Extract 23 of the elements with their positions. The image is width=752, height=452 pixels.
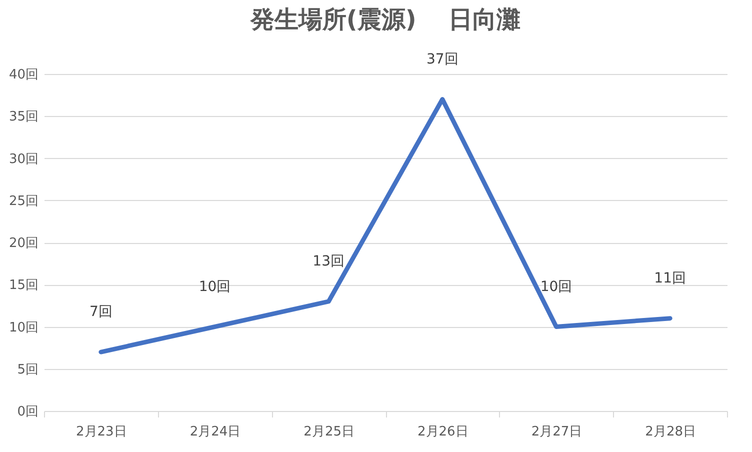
data-label: 11回 <box>654 270 686 286</box>
x-tick-label: 2月27日 <box>531 424 582 440</box>
data-label: 37回 <box>426 51 458 68</box>
y-tick-label: 20回 <box>8 236 38 251</box>
y-tick-label: 0回 <box>17 404 38 420</box>
y-tick-label: 25回 <box>8 194 38 209</box>
y-tick-label: 40回 <box>8 68 38 82</box>
y-tick-label: 15回 <box>8 278 38 294</box>
x-tick-label: 2月26日 <box>418 424 468 440</box>
y-tick-label: 30回 <box>8 152 38 167</box>
y-tick-label: 10回 <box>8 320 38 336</box>
data-label: 13回 <box>312 253 344 270</box>
data-label: 10回 <box>198 278 231 295</box>
x-tick-label: 2月28日 <box>645 424 696 440</box>
data-label: 7回 <box>89 304 112 320</box>
y-tick-label: 35回 <box>8 110 38 125</box>
x-tick-label: 2月25日 <box>304 424 354 440</box>
x-tick-label: 2月24日 <box>190 424 241 440</box>
data-label: 10回 <box>540 278 572 295</box>
line-series <box>98 97 672 354</box>
chart-title: 発生場所(震源) 日向灘 <box>249 5 521 34</box>
x-tick-label: 2月23日 <box>76 424 127 440</box>
y-tick-label: 5回 <box>17 362 38 378</box>
